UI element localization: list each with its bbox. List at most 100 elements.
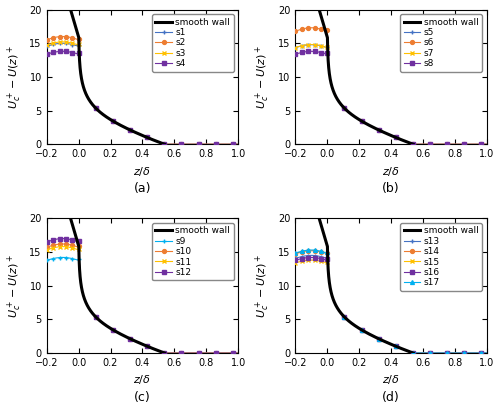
s14 [411,351,417,356]
smooth wall [330,89,336,94]
Text: (a): (a) [134,182,151,195]
s14 [324,251,330,256]
Text: (c): (c) [134,391,151,404]
Legend: smooth wall, s13, s14, s15, s16, s17: smooth wall, s13, s14, s15, s16, s17 [400,223,482,291]
s3 [61,40,67,44]
smooth wall [410,142,416,147]
s9 [162,351,168,356]
s5 [308,42,314,47]
Legend: smooth wall, s1, s2, s3, s4: smooth wall, s1, s2, s3, s4 [152,14,234,72]
s8 [484,142,490,147]
s9 [178,351,184,356]
s16 [308,255,314,260]
smooth wall [324,251,330,256]
s11 [76,247,82,252]
s14 [468,351,474,356]
s3 [60,40,66,44]
s4 [76,52,82,56]
s11 [186,351,192,356]
s5 [310,42,316,47]
smooth wall [162,142,168,147]
X-axis label: $\it{z/\delta}$: $\it{z/\delta}$ [134,165,152,178]
s17 [411,351,417,356]
s14 [292,251,298,256]
s1 [61,41,67,46]
s8 [292,52,298,56]
s17 [468,351,474,356]
X-axis label: $\it{z/\delta}$: $\it{z/\delta}$ [134,374,152,386]
Line: s16: s16 [294,255,489,355]
s8 [324,52,330,56]
s1 [60,41,66,46]
s8 [308,49,314,54]
s2 [44,37,50,42]
s17 [484,351,490,356]
s1 [76,44,82,49]
smooth wall [82,89,88,94]
Line: smooth wall: smooth wall [70,216,164,353]
smooth wall [330,297,336,302]
s4 [60,49,66,54]
s1 [235,142,241,147]
Line: s17: s17 [294,248,489,355]
s13 [484,351,490,356]
s16 [324,258,330,263]
s11 [192,351,198,356]
s3 [219,142,225,147]
s15 [324,260,330,265]
s8 [427,142,433,147]
s15 [468,351,474,356]
smooth wall [324,42,330,47]
s7 [324,45,330,50]
s3 [186,142,192,147]
s6 [440,142,446,147]
s2 [76,37,82,42]
s13 [324,256,330,261]
s11 [162,351,168,356]
Text: (d): (d) [382,391,400,404]
Line: s15: s15 [294,258,489,355]
s16 [440,351,446,356]
s15 [427,351,433,356]
s2 [61,34,67,39]
Line: smooth wall: smooth wall [70,7,164,144]
smooth wall [67,213,73,218]
smooth wall [328,289,334,294]
s13 [468,351,474,356]
s1 [219,142,225,147]
s3 [192,142,198,147]
s16 [292,258,298,263]
s17 [308,248,314,253]
smooth wall [316,5,322,9]
s13 [411,351,417,356]
s16 [434,351,440,356]
Y-axis label: $U_c^+ - U(z)^+$: $U_c^+ - U(z)^+$ [6,45,24,109]
smooth wall [162,351,168,356]
s10 [186,351,192,356]
s3 [44,42,50,47]
smooth wall [67,214,73,219]
smooth wall [138,342,144,346]
s9 [192,351,198,356]
s4 [178,142,184,147]
Line: s11: s11 [44,245,240,355]
s10 [76,245,82,250]
Line: s5: s5 [294,43,489,146]
s13 [308,253,314,258]
smooth wall [76,247,82,252]
s9 [219,351,225,356]
s5 [440,142,446,147]
Line: s1: s1 [44,41,240,146]
s6 [324,29,330,34]
s10 [178,351,184,356]
smooth wall [76,38,82,43]
s4 [61,49,67,54]
s3 [76,42,82,47]
s6 [468,142,474,147]
s13 [440,351,446,356]
s11 [235,351,241,356]
s7 [411,142,417,147]
s12 [44,239,50,244]
s2 [186,142,192,147]
s6 [411,142,417,147]
